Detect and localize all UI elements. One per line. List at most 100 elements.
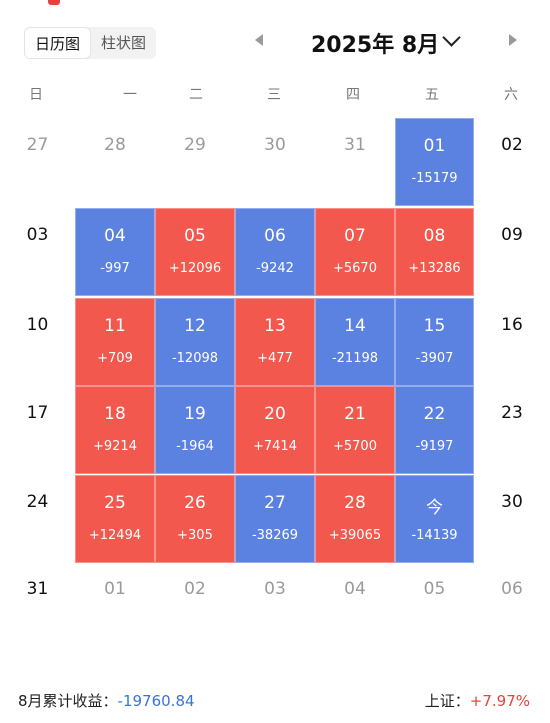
daily-pnl: +709 bbox=[97, 351, 133, 366]
calendar-day-cell[interactable]: 06 bbox=[474, 562, 550, 650]
index-label: 上证： bbox=[424, 692, 470, 710]
calendar-day-cell[interactable]: 31 bbox=[0, 562, 75, 650]
day-number: 07 bbox=[344, 226, 366, 246]
calendar-day-cell[interactable]: 17 bbox=[0, 386, 75, 474]
month-navigator: 2025年 8月 bbox=[245, 22, 535, 62]
daily-pnl: -21198 bbox=[331, 351, 379, 366]
calendar-day-cell[interactable]: 06 -9242 bbox=[235, 208, 315, 296]
day-number: 12 bbox=[184, 316, 206, 336]
monthly-total-label: 8月累计收益： bbox=[18, 692, 118, 710]
calendar-day-cell[interactable]: 29 bbox=[155, 118, 235, 206]
calendar-day-cell[interactable]: 28 bbox=[75, 118, 155, 206]
calendar-day-cell[interactable]: 12 -12098 bbox=[155, 298, 235, 386]
day-number: 17 bbox=[26, 403, 49, 423]
calendar-day-cell[interactable]: 02 bbox=[474, 118, 550, 206]
calendar-day-cell[interactable]: 10 bbox=[0, 298, 75, 386]
daily-pnl: +12494 bbox=[88, 528, 142, 543]
daily-pnl: -38269 bbox=[251, 528, 299, 543]
daily-pnl: -1964 bbox=[176, 439, 214, 454]
calendar-day-cell[interactable]: 18 +9214 bbox=[75, 386, 155, 474]
daily-pnl: +39065 bbox=[328, 528, 382, 543]
day-number: 31 bbox=[344, 135, 366, 155]
tab-bar-chart-view[interactable]: 柱状图 bbox=[101, 34, 147, 52]
daily-pnl: +5670 bbox=[333, 261, 377, 276]
next-month-icon[interactable] bbox=[509, 34, 517, 46]
calendar-day-cell[interactable]: 04 -997 bbox=[75, 208, 155, 296]
day-number: 06 bbox=[501, 579, 523, 599]
day-number: 29 bbox=[184, 135, 206, 155]
day-number: 19 bbox=[184, 404, 206, 424]
calendar-day-cell[interactable]: 31 bbox=[315, 118, 395, 206]
calendar-day-cell[interactable]: 15 -3907 bbox=[395, 298, 474, 386]
daily-pnl: +5700 bbox=[333, 439, 377, 454]
weekday-tue: 二 bbox=[189, 87, 203, 103]
calendar-day-cell[interactable]: 25 +12494 bbox=[75, 475, 155, 563]
calendar-day-cell[interactable]: 27 bbox=[0, 118, 75, 206]
daily-pnl: -9197 bbox=[415, 439, 454, 454]
day-number: 27 bbox=[264, 493, 286, 513]
day-number: 05 bbox=[184, 226, 206, 246]
calendar-day-cell[interactable]: 今 -14139 bbox=[395, 475, 474, 563]
day-number: 11 bbox=[104, 316, 126, 336]
day-number: 05 bbox=[423, 579, 446, 599]
day-number: 24 bbox=[26, 492, 49, 512]
calendar-day-cell[interactable]: 19 -1964 bbox=[155, 386, 235, 474]
day-number: 28 bbox=[344, 493, 366, 513]
calendar-day-cell[interactable]: 20 +7414 bbox=[235, 386, 315, 474]
calendar-day-cell[interactable]: 08 +13286 bbox=[395, 208, 474, 296]
day-number: 26 bbox=[184, 493, 206, 513]
index-summary: 上证：+7.97% bbox=[425, 690, 530, 711]
day-number: 30 bbox=[264, 135, 286, 155]
day-number: 今 bbox=[426, 498, 443, 518]
calendar-day-cell[interactable]: 16 bbox=[474, 298, 550, 386]
day-number: 22 bbox=[423, 404, 446, 424]
calendar-day-cell[interactable]: 02 bbox=[155, 562, 235, 650]
calendar-day-cell[interactable]: 09 bbox=[474, 208, 550, 296]
daily-pnl: -14139 bbox=[411, 528, 458, 543]
day-number: 04 bbox=[344, 579, 366, 599]
day-number: 20 bbox=[264, 404, 286, 424]
weekday-fri: 五 bbox=[425, 87, 439, 103]
daily-pnl: -997 bbox=[100, 261, 130, 276]
day-number: 06 bbox=[264, 226, 286, 246]
day-number: 09 bbox=[501, 225, 523, 245]
calendar-day-cell[interactable]: 11 +709 bbox=[75, 298, 155, 386]
calendar-day-cell[interactable]: 03 bbox=[0, 208, 75, 296]
day-number: 18 bbox=[104, 404, 126, 424]
day-number: 23 bbox=[501, 403, 523, 423]
calendar-day-cell[interactable]: 01 -15179 bbox=[395, 118, 474, 206]
daily-pnl: -9242 bbox=[256, 261, 294, 276]
weekday-thu: 四 bbox=[346, 87, 360, 103]
daily-pnl: -3907 bbox=[415, 351, 454, 366]
calendar-day-cell[interactable]: 22 -9197 bbox=[395, 386, 474, 474]
calendar-day-cell[interactable]: 23 bbox=[474, 386, 550, 474]
calendar-day-cell[interactable]: 05 +12096 bbox=[155, 208, 235, 296]
daily-pnl: -12098 bbox=[171, 351, 219, 366]
day-number: 25 bbox=[104, 493, 126, 513]
day-number: 30 bbox=[501, 492, 523, 512]
calendar-day-cell[interactable]: 03 bbox=[235, 562, 315, 650]
calendar-day-cell[interactable]: 28 +39065 bbox=[315, 475, 395, 563]
index-change-value: +7.97% bbox=[469, 692, 530, 710]
calendar-day-cell[interactable]: 01 bbox=[75, 562, 155, 650]
day-number: 01 bbox=[104, 579, 126, 599]
daily-pnl: -15179 bbox=[411, 171, 458, 186]
calendar-day-cell[interactable]: 07 +5670 bbox=[315, 208, 395, 296]
calendar-day-cell[interactable]: 26 +305 bbox=[155, 475, 235, 563]
tab-calendar-view[interactable]: 日历图 bbox=[24, 27, 92, 59]
month-title[interactable]: 2025年 8月 bbox=[311, 33, 440, 58]
day-number: 14 bbox=[344, 316, 366, 336]
calendar-day-cell[interactable]: 21 +5700 bbox=[315, 386, 395, 474]
calendar-day-cell[interactable]: 05 bbox=[395, 562, 474, 650]
calendar-day-cell[interactable]: 14 -21198 bbox=[315, 298, 395, 386]
daily-pnl: +7414 bbox=[253, 439, 297, 454]
day-number: 02 bbox=[501, 135, 523, 155]
calendar-day-cell[interactable]: 04 bbox=[315, 562, 395, 650]
previous-month-icon[interactable] bbox=[255, 34, 263, 46]
calendar-day-cell[interactable]: 30 bbox=[235, 118, 315, 206]
calendar-day-cell[interactable]: 27 -38269 bbox=[235, 475, 315, 563]
calendar-day-cell[interactable]: 24 bbox=[0, 475, 75, 563]
calendar-day-cell[interactable]: 30 bbox=[474, 475, 550, 563]
calendar-day-cell[interactable]: 13 +477 bbox=[235, 298, 315, 386]
day-number: 31 bbox=[26, 579, 49, 599]
